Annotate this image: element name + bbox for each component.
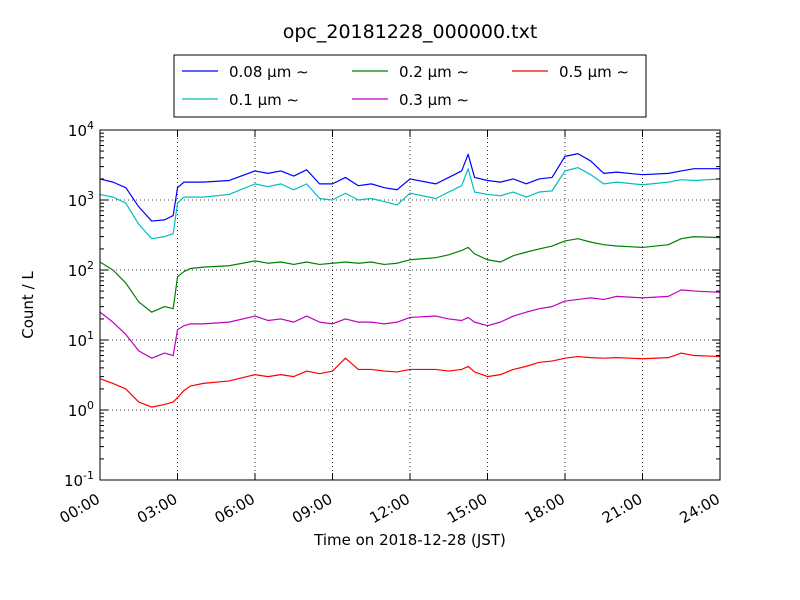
y-tick-label: 103 (68, 189, 94, 210)
legend: 0.08 µm ∼ 0.1 µm ∼ 0.2 µm ∼ 0.3 µm ∼ 0.5 µm … (173, 54, 647, 118)
series-line-0 (99, 153, 720, 222)
y-tick-label: 10-1 (64, 469, 94, 490)
series-lines (99, 153, 721, 408)
y-axis-label: Count / L (19, 271, 37, 339)
ticks (99, 129, 721, 481)
chart-title: opc_20181228_000000.txt (283, 21, 538, 43)
legend-label: 0.5 µm ∼ (559, 63, 629, 81)
series-line-4 (99, 352, 721, 408)
legend-label: 0.3 µm ∼ (399, 91, 469, 109)
y-tick-labels: 10-1 100 101 102 103 104 (64, 119, 94, 490)
legend-label: 0.1 µm ∼ (229, 91, 299, 109)
x-axis-label: Time on 2018-12-28 (JST) (313, 531, 506, 549)
series-line-1 (99, 167, 721, 240)
legend-label: 0.08 µm ∼ (229, 63, 309, 81)
series-line-3 (99, 289, 721, 359)
y-tick-label: 104 (68, 119, 94, 140)
y-tick-label: 101 (68, 329, 94, 350)
grid (100, 130, 720, 480)
series-line-2 (99, 236, 721, 313)
legend-label: 0.2 µm ∼ (399, 63, 469, 81)
y-tick-label: 102 (68, 259, 94, 280)
y-tick-label: 100 (68, 399, 94, 420)
legend-box (173, 54, 647, 118)
